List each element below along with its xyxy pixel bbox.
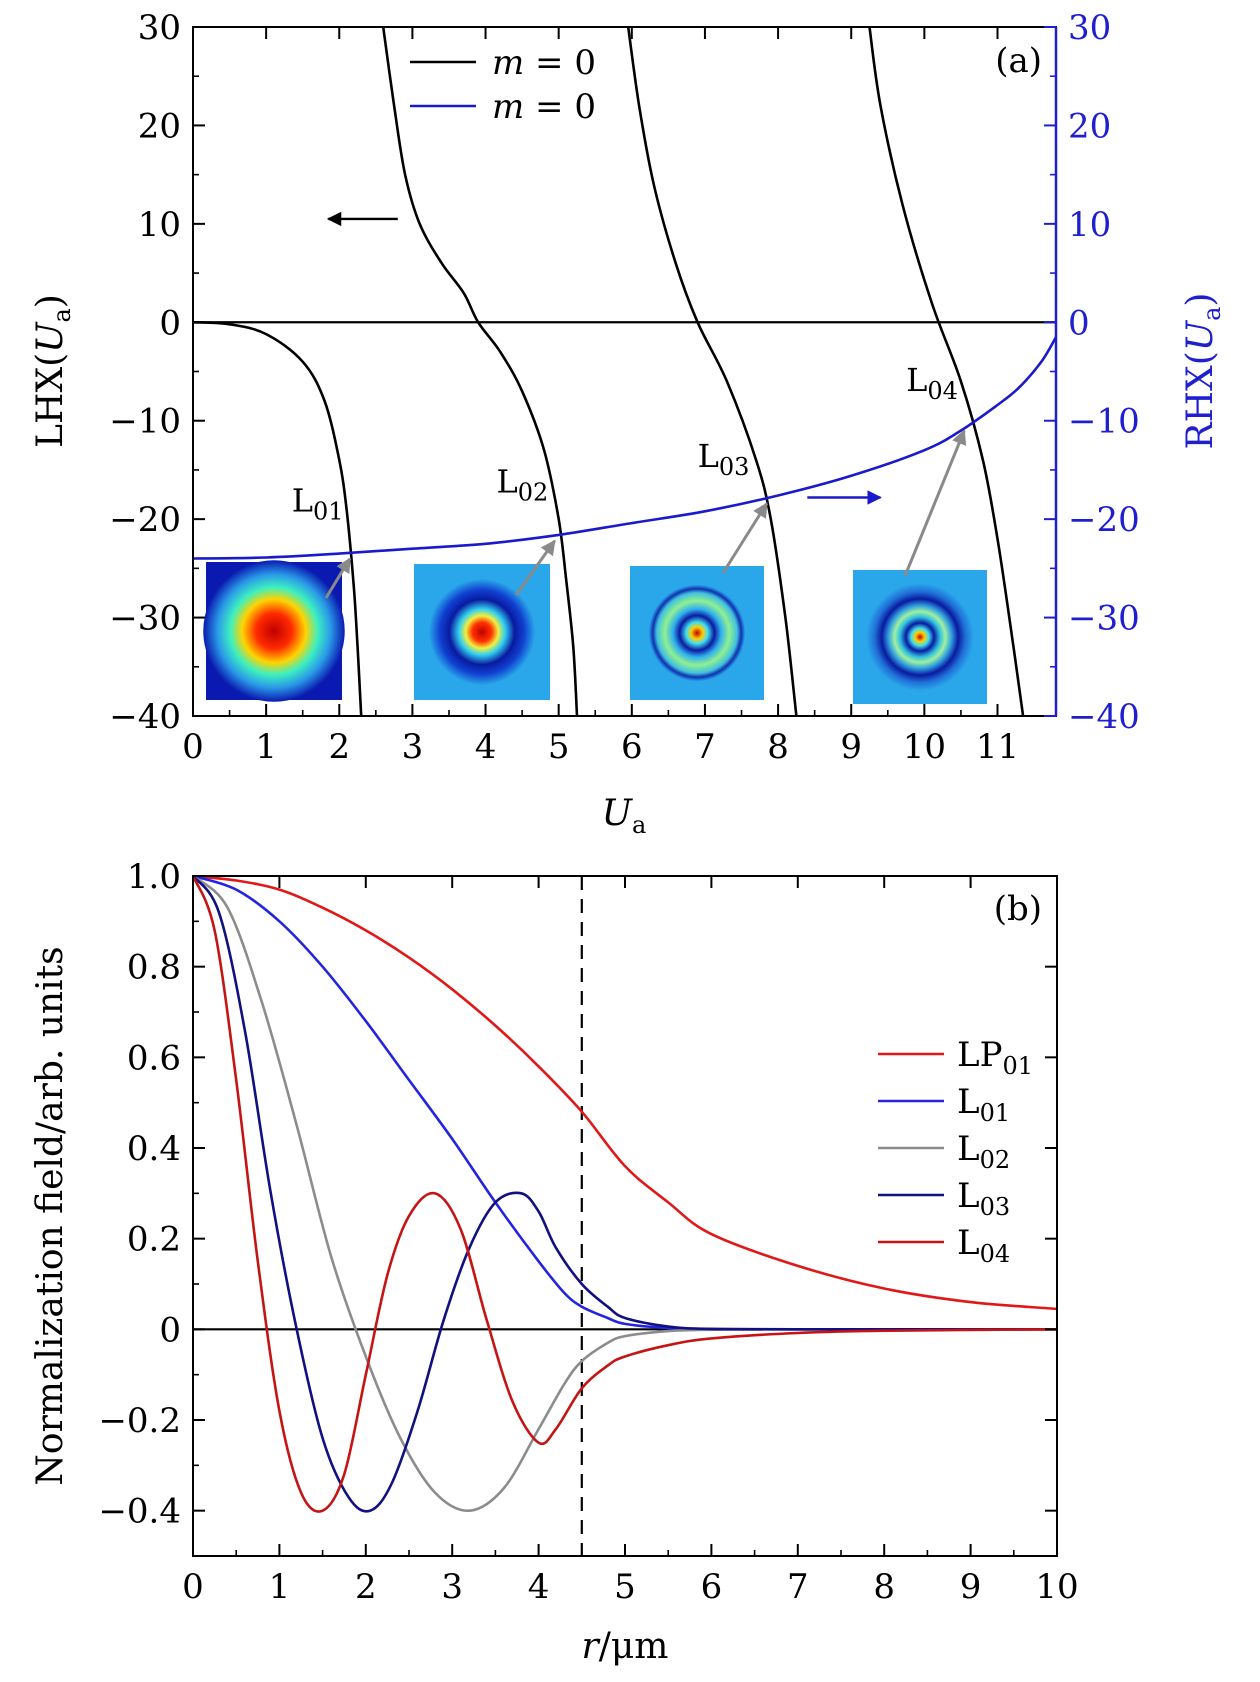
- panel-b-ytick-label: 0.2: [127, 1220, 181, 1260]
- panel-b-ytick-label: 0.6: [127, 1038, 181, 1078]
- panel-a-xtick-label: 4: [475, 727, 497, 767]
- panel-b-ytick-label: 0: [159, 1310, 181, 1350]
- panel-b-xtick-label: 5: [614, 1567, 636, 1607]
- panel-a-ytick-left-label: −10: [109, 402, 181, 442]
- panel-a-ytick-left-label: 10: [138, 205, 181, 245]
- panel-a: 0 1 2 3 4 5 6 7 8 9 10 11 30 20 10 0 −10 −20 −30 −40 30 20 10 0…: [30, 8, 1226, 839]
- panel-a-series-layer: [193, 27, 1056, 716]
- panel-a-curve-4: [868, 27, 1025, 716]
- panel-b-curve-LP01: [193, 876, 1057, 1311]
- mode-profile-rings-1: [203, 560, 345, 702]
- mode-profile-rings-4: [853, 570, 987, 704]
- panel-b-legend-label-L01: L01: [957, 1082, 1010, 1127]
- panel-b-xtick-label: 3: [441, 1567, 463, 1607]
- panel-b-frame: [192, 875, 1058, 1557]
- panel-b: 0 1 2 3 4 5 6 7 8 9 10 1.0 0.8 0.6 0.4 0.2 0 −0.2 −0.4 r/μ…: [30, 857, 1079, 1667]
- panel-a-xtick-label: 8: [767, 727, 789, 767]
- panel-b-ytick-label: 0.8: [127, 948, 181, 988]
- panel-b-tag: (b): [994, 889, 1042, 929]
- panel-a-ytick-right-label: 30: [1068, 8, 1111, 48]
- panel-a-ytick-left-label: −30: [109, 599, 181, 639]
- panel-a-ytick-right-label: −10: [1068, 402, 1140, 442]
- mode-pointer-arrow-3: [721, 502, 769, 574]
- panel-a-ticks: 0 1 2 3 4 5 6 7 8 9 10 11 30 20 10 0 −10 −20 −30 −40 30 20 10 0…: [109, 8, 1140, 767]
- panel-a-ylabel-right: RHX(Ua): [1180, 293, 1226, 450]
- panel-a-ytick-left-label: 20: [138, 106, 181, 146]
- panel-a-ytick-right-label: −30: [1068, 599, 1140, 639]
- mode-pointer-arrow-4: [903, 429, 967, 577]
- panel-b-series-layer: [193, 876, 1057, 1556]
- panel-a-ytick-left-label: 30: [138, 8, 181, 48]
- panel-a-xtick-label: 2: [328, 727, 350, 767]
- panel-b-ytick-label: 0.4: [127, 1129, 181, 1169]
- panel-a-xtick-label: 0: [182, 727, 204, 767]
- panel-b-legend-label-L03: L03: [957, 1176, 1010, 1221]
- panel-a-ytick-right-label: −40: [1068, 697, 1140, 737]
- mode-label-1: L01: [292, 481, 344, 525]
- panel-a-legend-label: m = 0: [492, 43, 596, 83]
- mode-profile-rings-3: [630, 566, 764, 700]
- panel-b-curve-L02: [193, 876, 1057, 1513]
- panel-b-ytick-label: 1.0: [127, 857, 181, 897]
- mode-label-4: L04: [906, 361, 958, 405]
- panel-a-annotations: L01 L02 L03 L04: [292, 211, 967, 599]
- panel-a-curve-3: [626, 27, 798, 716]
- panel-b-xtick-label: 10: [1035, 1567, 1078, 1607]
- panel-b-xlabel: r/μm: [582, 1626, 669, 1667]
- panel-a-xtick-label: 9: [840, 727, 862, 767]
- panel-b-xtick-label: 0: [182, 1567, 204, 1607]
- panel-a-xtick-label: 5: [548, 727, 570, 767]
- panel-b-xtick-label: 4: [528, 1567, 550, 1607]
- panel-a-ytick-left-label: 0: [159, 303, 181, 343]
- panel-a-curve-2: [381, 27, 579, 716]
- panel-b-curve-L01: [193, 876, 1057, 1331]
- panel-a-ytick-right-label: −20: [1068, 500, 1140, 540]
- panel-a-xtick-label: 11: [976, 727, 1019, 767]
- panel-b-xtick-label: 8: [873, 1567, 895, 1607]
- panel-a-legend-label: m = 0: [492, 87, 596, 127]
- panel-b-xtick-label: 1: [269, 1567, 291, 1607]
- panel-b-curve-L03: [193, 876, 1057, 1513]
- panel-a-ytick-right-label: 20: [1068, 106, 1111, 146]
- panel-a-curve-5: [193, 336, 1056, 560]
- panel-a-ytick-left-label: −40: [109, 697, 181, 737]
- panel-b-legend-label-L04: L04: [957, 1223, 1010, 1268]
- panel-b-curve-L04: [193, 876, 1057, 1513]
- panel-a-legend: m = 0m = 0: [410, 43, 596, 127]
- panel-a-insets: [203, 560, 987, 704]
- panel-b-ylabel: Normalization field/arb. units: [30, 946, 71, 1485]
- panel-b-xtick-label: 6: [701, 1567, 723, 1607]
- mode-label-2: L02: [497, 463, 549, 507]
- panel-a-xtick-label: 1: [255, 727, 277, 767]
- panel-a-ytick-right-label: 10: [1068, 205, 1111, 245]
- panel-a-ytick-left-label: −20: [109, 500, 181, 540]
- panel-a-xtick-label: 3: [402, 727, 424, 767]
- panel-b-ytick-label: −0.4: [98, 1492, 181, 1532]
- panel-a-xtick-label: 10: [903, 727, 946, 767]
- panel-a-tag: (a): [995, 41, 1042, 81]
- panel-b-xtick-label: 7: [787, 1567, 809, 1607]
- panel-a-xlabel: Ua: [602, 793, 647, 839]
- panel-a-xtick-label: 7: [694, 727, 716, 767]
- panel-b-ytick-label: −0.2: [98, 1401, 181, 1441]
- panel-b-xtick-label: 9: [960, 1567, 982, 1607]
- mode-profile-rings-2: [414, 564, 550, 700]
- panel-b-ticks: 0 1 2 3 4 5 6 7 8 9 10 1.0 0.8 0.6 0.4 0.2 0 −0.2 −0.4: [98, 857, 1078, 1607]
- panel-b-legend-label-LP01: LP01: [957, 1035, 1033, 1080]
- panel-a-xtick-label: 6: [621, 727, 643, 767]
- mode-pointer-arrow-1: [324, 557, 352, 599]
- panel-a-curve-1: [193, 321, 363, 716]
- panel-a-ytick-right-label: 0: [1068, 303, 1090, 343]
- panel-b-xtick-label: 2: [355, 1567, 377, 1607]
- mode-pointer-arrow-2: [514, 539, 556, 596]
- mode-label-3: L03: [698, 437, 750, 481]
- panel-a-ylabel-left: LHX(Ua): [30, 294, 76, 448]
- panel-b-legend-label-L02: L02: [957, 1129, 1010, 1174]
